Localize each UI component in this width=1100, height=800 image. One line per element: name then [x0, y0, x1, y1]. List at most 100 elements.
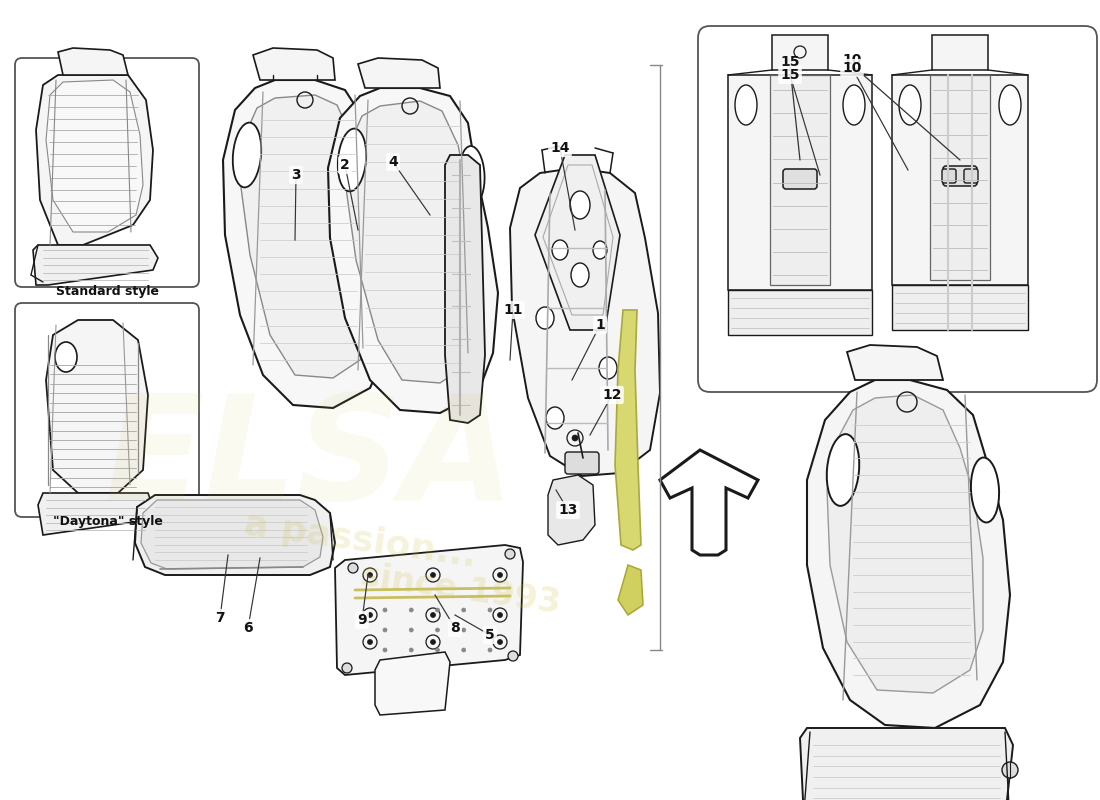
Text: 11: 11 — [504, 303, 522, 317]
Circle shape — [409, 628, 414, 632]
Circle shape — [436, 648, 440, 652]
Polygon shape — [847, 345, 943, 380]
Ellipse shape — [55, 342, 77, 372]
Circle shape — [367, 613, 373, 618]
Polygon shape — [892, 75, 1028, 285]
Text: 12: 12 — [603, 388, 622, 402]
Circle shape — [505, 549, 515, 559]
Circle shape — [430, 639, 436, 645]
Polygon shape — [892, 285, 1028, 330]
Circle shape — [497, 573, 503, 578]
Text: 6: 6 — [243, 621, 253, 635]
Ellipse shape — [735, 85, 757, 125]
Circle shape — [436, 608, 440, 612]
Polygon shape — [510, 168, 660, 476]
Circle shape — [497, 613, 503, 618]
Circle shape — [488, 648, 492, 652]
Text: "Daytona" style: "Daytona" style — [53, 515, 163, 529]
Polygon shape — [770, 75, 830, 285]
Ellipse shape — [899, 85, 921, 125]
Text: ELSA: ELSA — [104, 390, 515, 530]
Circle shape — [409, 648, 414, 652]
Polygon shape — [223, 80, 393, 408]
Polygon shape — [33, 245, 158, 285]
Text: 8: 8 — [450, 621, 460, 635]
Circle shape — [383, 648, 387, 652]
Circle shape — [488, 608, 492, 612]
Circle shape — [348, 563, 358, 573]
Text: 14: 14 — [550, 141, 570, 155]
Polygon shape — [827, 395, 983, 693]
Polygon shape — [135, 495, 336, 575]
Ellipse shape — [541, 217, 559, 239]
Ellipse shape — [546, 407, 564, 429]
Circle shape — [367, 639, 373, 645]
Polygon shape — [728, 290, 872, 335]
Circle shape — [383, 608, 387, 612]
Ellipse shape — [571, 263, 588, 287]
FancyBboxPatch shape — [565, 452, 600, 474]
FancyBboxPatch shape — [942, 169, 956, 183]
Polygon shape — [615, 310, 641, 550]
Polygon shape — [336, 545, 522, 675]
Polygon shape — [375, 652, 450, 715]
Polygon shape — [36, 75, 153, 245]
Text: 2: 2 — [340, 158, 350, 172]
Text: 10: 10 — [843, 61, 861, 75]
Text: Standard style: Standard style — [56, 286, 160, 298]
Polygon shape — [807, 380, 1010, 728]
Circle shape — [436, 628, 440, 632]
Circle shape — [572, 435, 578, 441]
Text: a passion...: a passion... — [242, 507, 478, 573]
Polygon shape — [660, 450, 758, 555]
Circle shape — [575, 210, 581, 216]
Circle shape — [409, 608, 414, 612]
Text: 13: 13 — [559, 503, 578, 517]
Ellipse shape — [233, 122, 261, 187]
Circle shape — [488, 628, 492, 632]
Polygon shape — [346, 101, 478, 383]
Polygon shape — [446, 155, 485, 423]
Polygon shape — [932, 35, 988, 70]
Polygon shape — [141, 500, 323, 569]
Circle shape — [430, 613, 436, 618]
Ellipse shape — [827, 434, 859, 506]
Ellipse shape — [338, 129, 366, 191]
Polygon shape — [728, 75, 872, 290]
Ellipse shape — [354, 140, 379, 200]
Circle shape — [430, 573, 436, 578]
Ellipse shape — [536, 307, 554, 329]
Polygon shape — [46, 80, 143, 232]
Text: 5: 5 — [485, 628, 495, 642]
Polygon shape — [240, 95, 373, 378]
Polygon shape — [618, 565, 644, 615]
Text: 15: 15 — [780, 55, 800, 69]
Circle shape — [1002, 762, 1018, 778]
Text: 7: 7 — [216, 611, 224, 625]
Polygon shape — [46, 320, 148, 493]
Circle shape — [497, 639, 503, 645]
Ellipse shape — [570, 191, 590, 219]
FancyBboxPatch shape — [783, 169, 817, 189]
Polygon shape — [328, 88, 498, 413]
Circle shape — [367, 573, 373, 578]
Circle shape — [508, 651, 518, 661]
Ellipse shape — [843, 85, 865, 125]
Ellipse shape — [460, 146, 485, 204]
Circle shape — [462, 648, 465, 652]
Text: 9: 9 — [358, 613, 366, 627]
Ellipse shape — [596, 257, 614, 279]
Text: 1: 1 — [595, 318, 605, 332]
Polygon shape — [58, 48, 128, 75]
Ellipse shape — [552, 240, 568, 260]
Polygon shape — [39, 493, 153, 535]
Polygon shape — [253, 48, 336, 80]
FancyBboxPatch shape — [943, 166, 977, 186]
Ellipse shape — [593, 241, 607, 259]
Circle shape — [383, 628, 387, 632]
Polygon shape — [548, 475, 595, 545]
Polygon shape — [358, 58, 440, 88]
Text: 3: 3 — [292, 168, 300, 182]
Circle shape — [462, 608, 465, 612]
Circle shape — [342, 663, 352, 673]
